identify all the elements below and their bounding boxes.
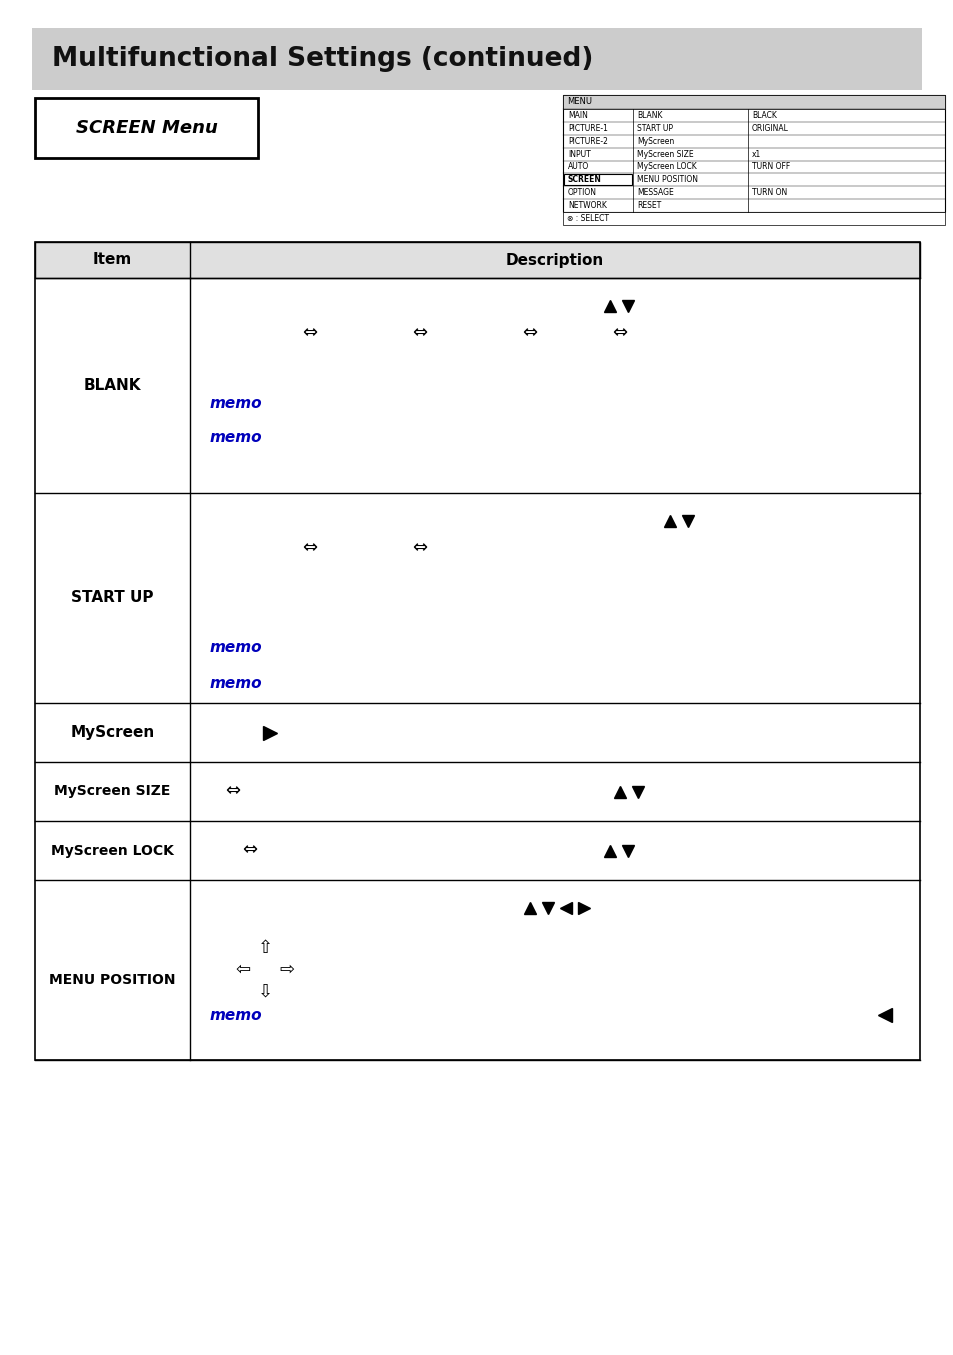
Text: START UP: START UP — [637, 123, 672, 133]
Text: ⇔: ⇔ — [242, 841, 257, 859]
Text: ⇔: ⇔ — [612, 324, 627, 341]
Text: BLANK: BLANK — [84, 378, 141, 393]
Text: Multifunctional Settings (continued): Multifunctional Settings (continued) — [52, 46, 593, 72]
Text: SCREEN: SCREEN — [567, 175, 601, 184]
Text: INPUT: INPUT — [567, 149, 590, 159]
Text: OPTION: OPTION — [567, 188, 597, 198]
Text: Item: Item — [92, 252, 132, 267]
Text: MyScreen: MyScreen — [637, 137, 674, 146]
Text: MyScreen SIZE: MyScreen SIZE — [54, 785, 171, 798]
Text: ⊗ : SELECT: ⊗ : SELECT — [566, 214, 608, 224]
Text: ⇔: ⇔ — [522, 324, 537, 341]
Text: MENU: MENU — [566, 98, 592, 107]
Text: ⇔: ⇔ — [302, 539, 317, 557]
Text: BLACK: BLACK — [751, 111, 776, 121]
Text: MyScreen: MyScreen — [71, 725, 154, 740]
Bar — [562, 95, 944, 211]
Text: AUTO: AUTO — [567, 163, 589, 172]
Text: PICTURE-1: PICTURE-1 — [567, 123, 607, 133]
Bar — [35, 243, 919, 278]
Text: MyScreen LOCK: MyScreen LOCK — [637, 163, 696, 172]
Text: MAIN: MAIN — [567, 111, 587, 121]
Text: MENU POSITION: MENU POSITION — [637, 175, 698, 184]
Text: TURN ON: TURN ON — [751, 188, 786, 198]
Text: ⇔: ⇔ — [302, 324, 317, 341]
Text: SCREEN Menu: SCREEN Menu — [76, 119, 217, 137]
Bar — [562, 211, 944, 225]
Text: memo: memo — [210, 641, 262, 656]
Text: ORIGINAL: ORIGINAL — [751, 123, 788, 133]
Text: ⇧: ⇧ — [257, 939, 273, 957]
Text: START UP: START UP — [71, 591, 153, 606]
Text: BLANK: BLANK — [637, 111, 661, 121]
Text: ⇨: ⇨ — [279, 961, 294, 980]
Bar — [563, 175, 631, 186]
Text: MENU POSITION: MENU POSITION — [50, 973, 175, 986]
Bar — [32, 28, 921, 89]
Bar — [562, 95, 944, 108]
Text: ⇔: ⇔ — [225, 782, 240, 801]
Text: x1: x1 — [751, 149, 760, 159]
Text: Description: Description — [505, 252, 603, 267]
Text: memo: memo — [210, 676, 262, 691]
Text: memo: memo — [210, 1008, 262, 1023]
Text: ⇦: ⇦ — [235, 961, 251, 980]
Text: RESET: RESET — [637, 201, 660, 210]
Text: TURN OFF: TURN OFF — [751, 163, 789, 172]
Bar — [35, 98, 257, 159]
Text: memo: memo — [210, 431, 262, 446]
Text: ⇔: ⇔ — [412, 539, 427, 557]
Text: MyScreen SIZE: MyScreen SIZE — [637, 149, 693, 159]
Text: NETWORK: NETWORK — [567, 201, 606, 210]
Text: MyScreen LOCK: MyScreen LOCK — [51, 844, 173, 858]
Bar — [35, 243, 919, 1060]
Text: MESSAGE: MESSAGE — [637, 188, 673, 198]
Text: memo: memo — [210, 396, 262, 411]
Text: ⇩: ⇩ — [257, 982, 273, 1001]
Text: PICTURE-2: PICTURE-2 — [567, 137, 607, 146]
Text: ⇔: ⇔ — [412, 324, 427, 341]
